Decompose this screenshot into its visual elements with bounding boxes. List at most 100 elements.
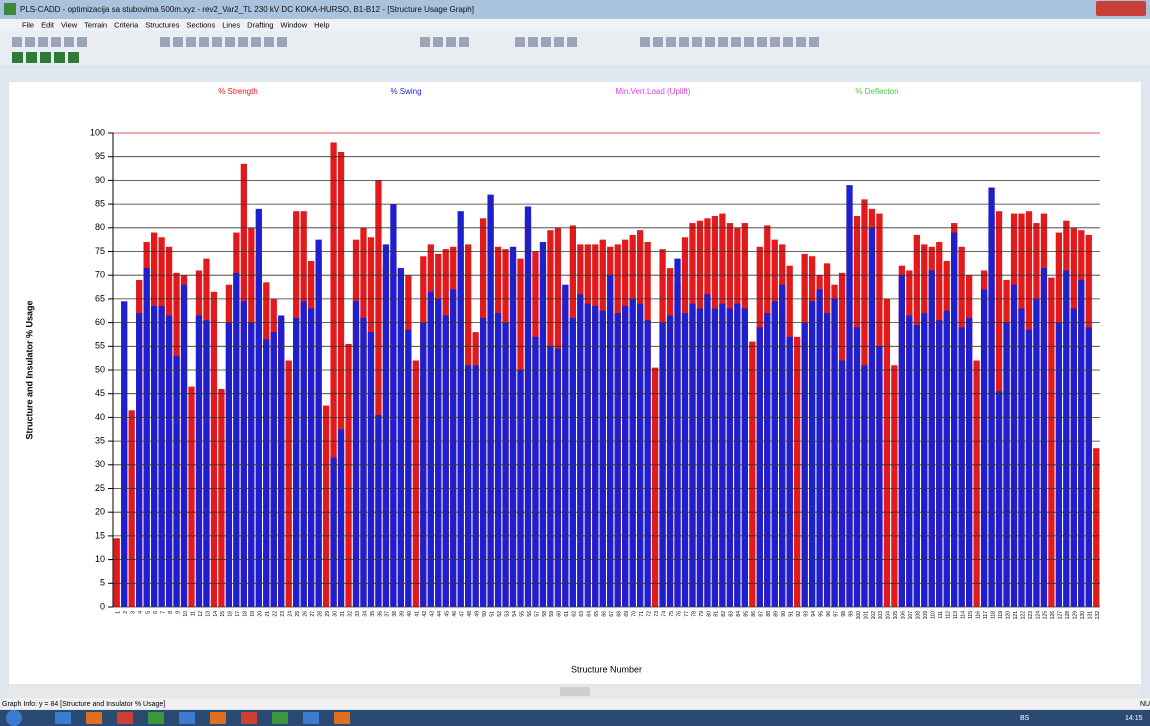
menu-item[interactable]: Criteria xyxy=(114,20,139,29)
tool-button[interactable] xyxy=(238,37,248,47)
task-button[interactable] xyxy=(86,712,102,724)
task-button[interactable] xyxy=(148,712,164,724)
task-button[interactable] xyxy=(179,712,195,724)
tool-button[interactable] xyxy=(446,37,456,47)
tool-button[interactable] xyxy=(25,37,35,47)
tool-button[interactable] xyxy=(264,37,274,47)
tool-button[interactable] xyxy=(160,37,170,47)
menu-item[interactable]: Lines xyxy=(222,20,240,29)
tool-button[interactable] xyxy=(705,37,715,47)
x-tick-label: 81 xyxy=(714,611,720,617)
tool-button[interactable] xyxy=(251,37,261,47)
x-tick-label: 112 xyxy=(946,611,952,619)
tool-button[interactable] xyxy=(528,37,538,47)
tool-button[interactable] xyxy=(26,52,37,63)
start-button[interactable] xyxy=(6,710,22,726)
x-axis-title: Structure Number xyxy=(571,664,642,674)
task-button[interactable] xyxy=(55,712,71,724)
task-button[interactable] xyxy=(303,712,319,724)
tool-button[interactable] xyxy=(77,37,87,47)
x-tick-label: 93 xyxy=(803,611,809,617)
tool-button[interactable] xyxy=(420,37,430,47)
y-tick-label: 20 xyxy=(95,507,105,517)
tool-button[interactable] xyxy=(541,37,551,47)
tool-button[interactable] xyxy=(225,37,235,47)
menu-item[interactable]: File xyxy=(22,20,34,29)
task-button[interactable] xyxy=(334,712,350,724)
bar xyxy=(622,306,629,607)
bar xyxy=(651,367,659,607)
menu-item[interactable]: View xyxy=(61,20,78,29)
tool-button[interactable] xyxy=(199,37,209,47)
tool-button[interactable] xyxy=(51,37,61,47)
bar xyxy=(547,346,554,607)
tool-button[interactable] xyxy=(640,37,650,47)
x-tick-label: 73 xyxy=(654,611,660,617)
scroll-thumb[interactable] xyxy=(560,687,590,696)
bar xyxy=(382,244,390,607)
tool-button[interactable] xyxy=(692,37,702,47)
tool-button[interactable] xyxy=(277,37,287,47)
bar xyxy=(532,336,539,607)
bar xyxy=(562,284,569,607)
tool-button[interactable] xyxy=(666,37,676,47)
x-tick-label: 82 xyxy=(721,611,727,617)
x-tick-label: 50 xyxy=(482,611,488,617)
menu-item[interactable]: Help xyxy=(314,20,329,29)
menu-item[interactable]: Sections xyxy=(186,20,215,29)
tool-button[interactable] xyxy=(783,37,793,47)
bar xyxy=(487,194,494,607)
bar xyxy=(240,301,247,607)
tool-button[interactable] xyxy=(12,37,22,47)
tool-button[interactable] xyxy=(567,37,577,47)
tool-button[interactable] xyxy=(679,37,689,47)
tool-button[interactable] xyxy=(515,37,525,47)
tool-button[interactable] xyxy=(744,37,754,47)
y-tick-label: 40 xyxy=(95,412,105,422)
tool-button[interactable] xyxy=(809,37,819,47)
tool-button[interactable] xyxy=(173,37,183,47)
tool-button[interactable] xyxy=(64,37,74,47)
tool-button[interactable] xyxy=(54,52,65,63)
tool-button[interactable] xyxy=(40,52,51,63)
tool-button[interactable] xyxy=(653,37,663,47)
task-button[interactable] xyxy=(241,712,257,724)
task-button[interactable] xyxy=(210,712,226,724)
x-tick-label: 69 xyxy=(624,611,630,617)
tool-button[interactable] xyxy=(757,37,767,47)
tool-button[interactable] xyxy=(554,37,564,47)
tool-button[interactable] xyxy=(796,37,806,47)
y-tick-label: 80 xyxy=(95,222,105,232)
bar xyxy=(210,291,218,607)
tool-button[interactable] xyxy=(433,37,443,47)
menu-item[interactable]: Drafting xyxy=(247,20,273,29)
bar xyxy=(233,272,240,607)
task-button[interactable] xyxy=(272,712,288,724)
menu-item[interactable]: Terrain xyxy=(84,20,107,29)
y-tick-label: 30 xyxy=(95,459,105,469)
bar xyxy=(951,232,958,608)
tool-button[interactable] xyxy=(770,37,780,47)
tool-button[interactable] xyxy=(12,52,23,63)
window-buttons[interactable] xyxy=(1096,1,1146,16)
tool-button[interactable] xyxy=(68,52,79,63)
x-tick-label: 129 xyxy=(1073,611,1079,620)
tool-button[interactable] xyxy=(38,37,48,47)
tool-button[interactable] xyxy=(212,37,222,47)
language: BS xyxy=(1020,715,1030,722)
bar xyxy=(749,341,756,607)
bar xyxy=(352,301,360,607)
menu-item[interactable]: Window xyxy=(280,20,307,29)
x-tick-label: 122 xyxy=(1020,611,1026,620)
tool-button[interactable] xyxy=(718,37,728,47)
tool-button[interactable] xyxy=(186,37,196,47)
task-button[interactable] xyxy=(117,712,133,724)
tool-button[interactable] xyxy=(459,37,469,47)
bar xyxy=(308,308,315,607)
bar xyxy=(450,289,457,607)
tool-button[interactable] xyxy=(731,37,741,47)
menu-item[interactable]: Edit xyxy=(41,20,55,29)
x-tick-label: 120 xyxy=(1005,611,1011,620)
legend-entry: Min.Vert.Load (Uplift) xyxy=(615,87,690,96)
menu-item[interactable]: Structures xyxy=(145,20,179,29)
